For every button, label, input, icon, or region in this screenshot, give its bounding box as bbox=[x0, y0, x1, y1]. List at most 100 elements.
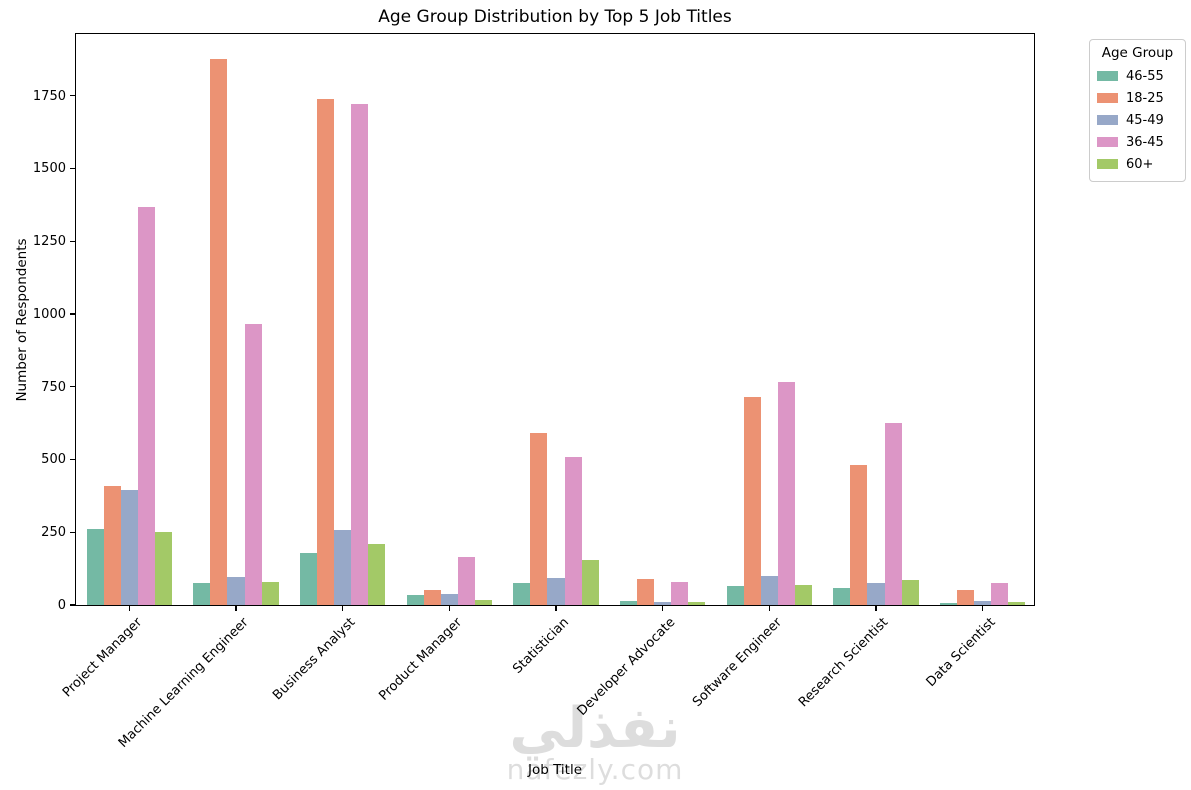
bar-18-25 bbox=[423, 589, 441, 605]
x-tick-label: Data Scientist bbox=[923, 615, 999, 690]
x-tick-mark bbox=[342, 606, 344, 611]
bar-60+ bbox=[474, 599, 492, 605]
x-tick-label: Research Scientist bbox=[796, 615, 892, 711]
bar-18-25 bbox=[317, 98, 335, 605]
bar-45-49 bbox=[440, 594, 458, 605]
legend-item: 36-45 bbox=[1097, 131, 1178, 153]
bar-45-49 bbox=[654, 601, 672, 605]
bar-36-45 bbox=[884, 423, 902, 605]
legend-swatch bbox=[1097, 159, 1118, 169]
bar-36-45 bbox=[564, 456, 582, 605]
y-tick-mark bbox=[70, 458, 75, 461]
bar-36-45 bbox=[137, 206, 155, 605]
plot-area bbox=[70, 33, 1035, 611]
bar-45-49 bbox=[760, 576, 778, 605]
bar-46-55 bbox=[86, 528, 104, 605]
y-tick-label: 1250 bbox=[32, 234, 66, 250]
y-tick-label: 500 bbox=[41, 452, 66, 468]
legend-label: 46-55 bbox=[1126, 68, 1164, 84]
legend-swatch bbox=[1097, 137, 1118, 147]
bar-46-55 bbox=[513, 583, 531, 605]
x-tick-label: Software Engineer bbox=[689, 615, 785, 710]
bar-46-55 bbox=[833, 588, 851, 605]
bar-60+ bbox=[688, 601, 706, 605]
y-tick-mark bbox=[70, 386, 75, 388]
legend-swatch bbox=[1097, 71, 1118, 81]
y-tick-mark bbox=[70, 313, 75, 315]
legend-label: 36-45 bbox=[1126, 134, 1164, 150]
bar-60+ bbox=[1008, 602, 1026, 605]
bar-45-49 bbox=[867, 582, 885, 605]
bar-36-45 bbox=[351, 104, 369, 605]
x-tick-mark bbox=[448, 606, 450, 611]
x-tick-mark bbox=[982, 606, 984, 611]
x-tick-mark bbox=[768, 606, 770, 611]
legend-item: 45-49 bbox=[1097, 109, 1178, 131]
y-tick-label: 750 bbox=[41, 379, 66, 395]
x-tick-mark bbox=[128, 606, 130, 611]
legend-label: 45-49 bbox=[1126, 112, 1164, 128]
y-axis-label: Number of Respondents bbox=[14, 238, 30, 402]
bar-60+ bbox=[261, 581, 279, 605]
y-tick-label: 1000 bbox=[32, 306, 66, 322]
bar-36-45 bbox=[991, 582, 1009, 605]
bar-18-25 bbox=[103, 485, 121, 605]
bar-18-25 bbox=[743, 396, 761, 605]
chart-title: Age Group Distribution by Top 5 Job Titl… bbox=[378, 7, 732, 27]
bar-36-45 bbox=[244, 324, 262, 605]
bar-45-49 bbox=[120, 490, 138, 605]
bar-36-45 bbox=[457, 556, 475, 605]
x-tick-mark bbox=[235, 606, 237, 611]
bar-60+ bbox=[581, 560, 599, 605]
bar-18-25 bbox=[637, 579, 655, 605]
x-tick-mark bbox=[875, 606, 877, 611]
bar-45-49 bbox=[547, 577, 565, 605]
x-tick-label: Project Manager bbox=[59, 615, 145, 701]
x-tick-mark bbox=[555, 606, 557, 611]
x-tick-mark bbox=[662, 606, 664, 611]
y-tick-mark bbox=[70, 604, 75, 606]
bar-46-55 bbox=[193, 583, 211, 605]
bar-60+ bbox=[368, 543, 386, 605]
legend-item: 60+ bbox=[1097, 153, 1178, 175]
bar-46-55 bbox=[726, 586, 744, 605]
legend-item: 18-25 bbox=[1097, 87, 1178, 109]
y-tick-label: 250 bbox=[41, 525, 66, 541]
x-tick-label: Developer Advocate bbox=[574, 615, 679, 719]
bar-18-25 bbox=[850, 464, 868, 605]
legend-label: 60+ bbox=[1126, 156, 1154, 172]
legend-title: Age Group bbox=[1101, 45, 1174, 61]
bar-36-45 bbox=[671, 582, 689, 605]
x-tick-label: Machine Learning Engineer bbox=[115, 615, 252, 751]
y-tick-label: 0 bbox=[57, 598, 66, 613]
bar-46-55 bbox=[406, 595, 424, 605]
bar-45-49 bbox=[334, 529, 352, 605]
y-tick-label: 1750 bbox=[32, 88, 66, 104]
legend: Age Group 46-55 18-25 45-49 36-45 60+ bbox=[1089, 39, 1186, 182]
bar-45-49 bbox=[227, 577, 245, 605]
bar-45-49 bbox=[974, 600, 992, 605]
y-tick-mark bbox=[70, 95, 75, 97]
x-tick-label: Statistician bbox=[509, 615, 572, 677]
bar-46-55 bbox=[620, 600, 638, 605]
y-tick-label: 1500 bbox=[32, 161, 66, 177]
legend-swatch bbox=[1097, 93, 1118, 103]
x-axis-label: Job Title bbox=[527, 762, 583, 778]
legend-swatch bbox=[1097, 115, 1118, 125]
y-tick-mark bbox=[70, 167, 75, 170]
bar-36-45 bbox=[777, 382, 795, 605]
bar-60+ bbox=[794, 584, 812, 605]
legend-item: 46-55 bbox=[1097, 65, 1178, 87]
legend-label: 18-25 bbox=[1126, 90, 1164, 106]
x-tick-label: Product Manager bbox=[376, 615, 465, 704]
bar-18-25 bbox=[530, 433, 548, 605]
y-tick-mark bbox=[70, 531, 75, 533]
bar-18-25 bbox=[957, 589, 975, 605]
x-tick-label: Business Analyst bbox=[270, 615, 359, 704]
legend-items: 46-55 18-25 45-49 36-45 60+ bbox=[1097, 65, 1178, 175]
bar-46-55 bbox=[940, 602, 958, 605]
bar-46-55 bbox=[300, 552, 318, 605]
bar-18-25 bbox=[210, 59, 228, 605]
y-tick-mark bbox=[70, 240, 75, 242]
